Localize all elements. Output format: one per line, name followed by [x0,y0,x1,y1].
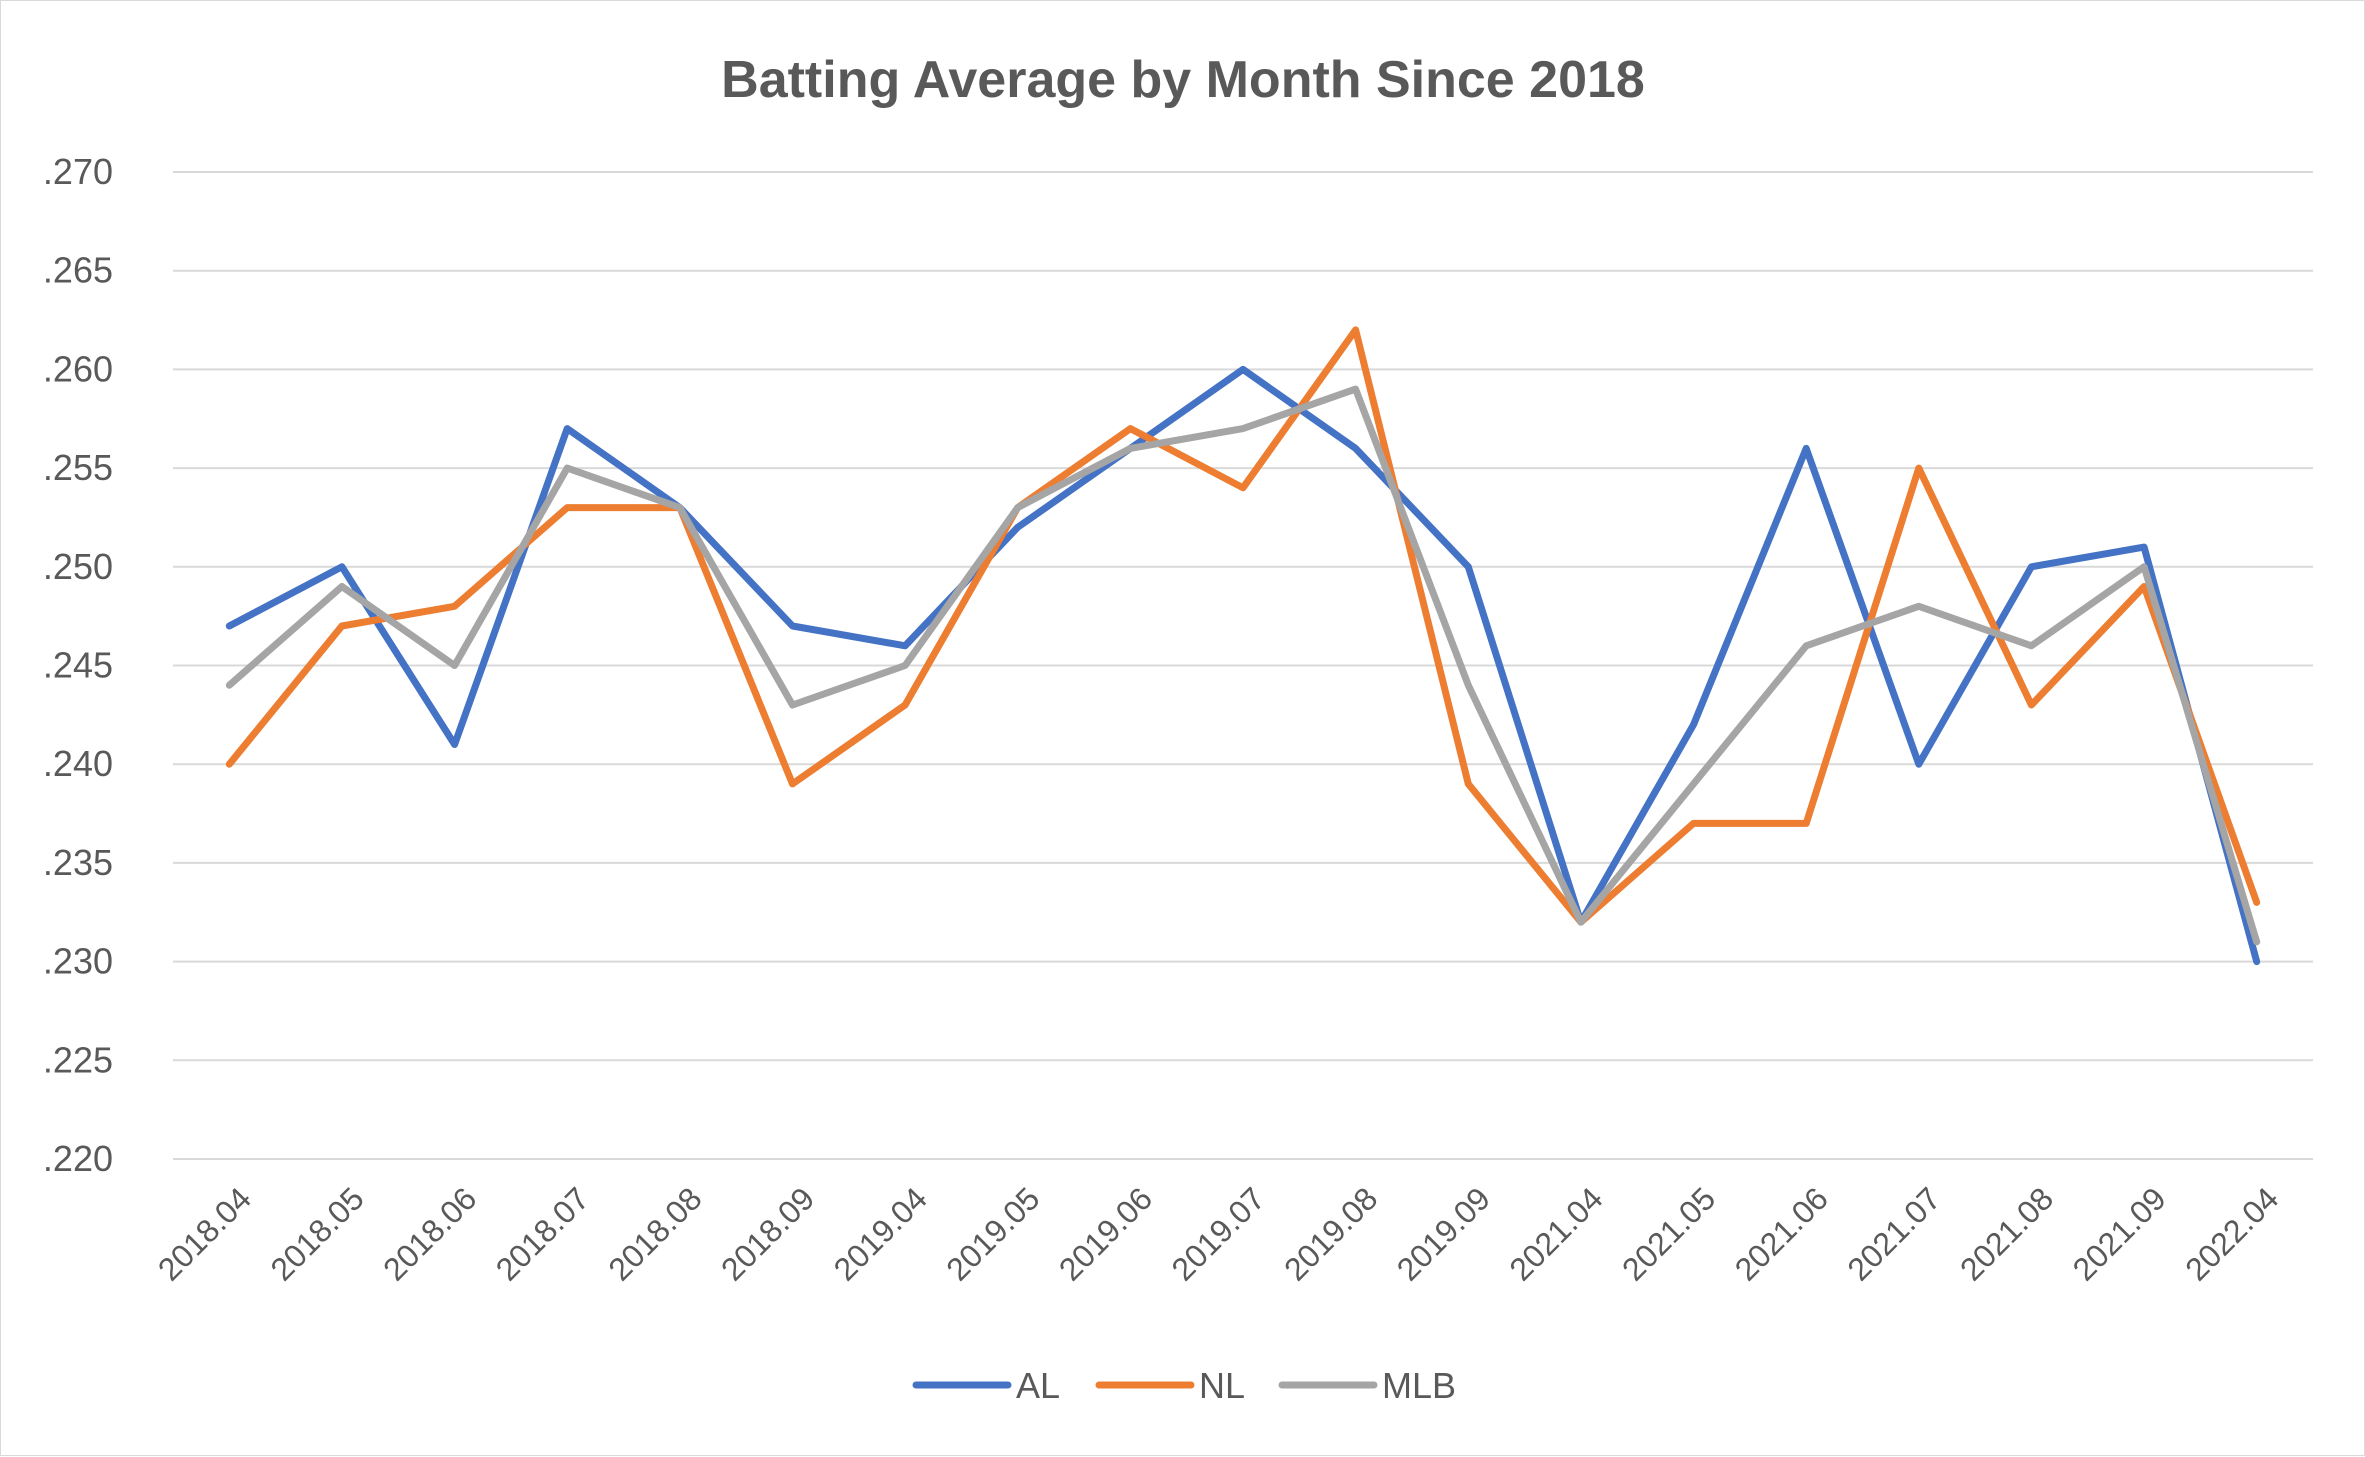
y-tick-label: .260 [43,348,113,389]
legend: AL NL MLB [912,1365,1456,1406]
legend-item-al: AL [912,1365,1060,1406]
y-tick-label: .230 [43,941,113,982]
x-tick-label: 2019.04 [827,1180,934,1287]
x-tick-label: 2019.06 [1052,1180,1159,1287]
x-tick-label: 2018.04 [151,1180,258,1287]
y-tick-label: .225 [43,1039,113,1080]
y-tick-label: .220 [43,1138,113,1179]
x-tick-label: 2021.06 [1728,1180,1835,1287]
x-tick-label: 2021.09 [2066,1180,2173,1287]
y-tick-label: .255 [43,447,113,488]
y-tick-label: .270 [43,151,113,192]
legend-label: AL [1016,1365,1060,1406]
y-axis-tick-labels: .220 .225 .230 .235 .240 .245 .250 .255 .260 .265… [43,151,113,1179]
series-line-nl [225,326,2261,926]
x-tick-label: 2022.04 [2178,1180,2285,1287]
x-tick-label: 2021.08 [1953,1180,2060,1287]
legend-item-nl: NL [1095,1365,1245,1406]
x-tick-label: 2018.08 [601,1180,708,1287]
x-tick-label: 2021.04 [1502,1180,1609,1287]
y-tick-label: .240 [43,743,113,784]
x-tick-label: 2018.05 [263,1180,370,1287]
y-tick-label: .245 [43,645,113,686]
x-tick-label: 2018.09 [714,1180,821,1287]
gridlines [173,171,2313,1160]
y-tick-label: .250 [43,546,113,587]
series-line-mlb [225,385,2261,946]
x-tick-label: 2019.05 [939,1180,1046,1287]
x-tick-label: 2021.07 [1840,1180,1947,1287]
x-tick-label: 2019.07 [1165,1180,1272,1287]
x-axis-tick-labels: 2018.04 2018.05 2018.06 2018.07 2018.08 2018.… [151,1180,2286,1287]
legend-item-mlb: MLB [1278,1365,1456,1406]
y-tick-label: .235 [43,842,113,883]
x-tick-label: 2019.09 [1390,1180,1497,1287]
chart-title: Batting Average by Month Since 2018 [721,51,1645,109]
legend-label: NL [1199,1365,1245,1406]
series-lines [225,326,2261,966]
series-line-al [225,365,2261,966]
x-tick-label: 2021.05 [1615,1180,1722,1287]
legend-label: MLB [1382,1365,1456,1406]
x-tick-label: 2019.08 [1277,1180,1384,1287]
x-tick-label: 2018.07 [489,1180,596,1287]
y-tick-label: .265 [43,250,113,291]
x-tick-label: 2018.06 [376,1180,483,1287]
